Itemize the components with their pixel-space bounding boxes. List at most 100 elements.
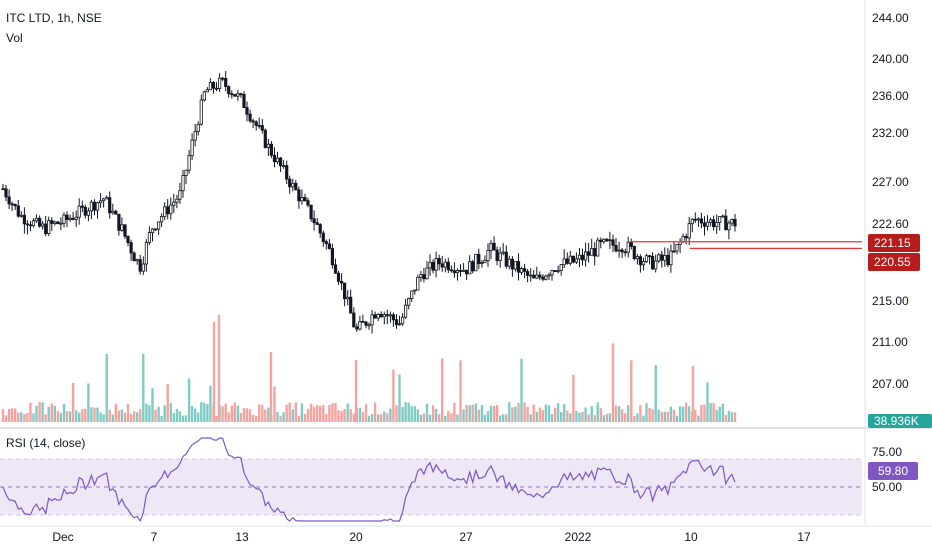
candle-body bbox=[47, 220, 51, 235]
volume-bar bbox=[566, 410, 569, 422]
volume-bar bbox=[236, 405, 240, 422]
volume-bar bbox=[99, 412, 102, 422]
volume-bar bbox=[190, 405, 194, 422]
candle-body bbox=[342, 282, 347, 300]
candle-body bbox=[648, 255, 652, 258]
volume-bar bbox=[630, 360, 633, 422]
rsi-legend[interactable]: RSI (14, close) bbox=[6, 436, 86, 450]
candle-body bbox=[92, 201, 97, 211]
candle-body bbox=[376, 313, 380, 319]
price-axis[interactable]: 244.00240.00236.00232.00227.00222.60219.… bbox=[868, 11, 932, 428]
price-tick-label: 232.00 bbox=[872, 126, 909, 140]
volume-bar bbox=[413, 406, 416, 422]
volume-bar bbox=[187, 378, 191, 422]
volume-bar bbox=[26, 413, 29, 422]
volume-bar bbox=[151, 388, 154, 422]
volume-bar bbox=[697, 415, 700, 422]
volume-bar bbox=[126, 403, 130, 422]
volume-bar bbox=[136, 412, 139, 422]
price-tick-label: 215.00 bbox=[872, 294, 909, 308]
candle-body bbox=[379, 313, 383, 318]
candle-body bbox=[440, 263, 444, 268]
volume-legend[interactable]: Vol bbox=[6, 31, 23, 45]
volume-bar bbox=[227, 412, 230, 422]
volume-bar bbox=[651, 409, 654, 422]
volume-bar bbox=[96, 407, 99, 422]
candle-body bbox=[193, 131, 197, 141]
volume-bar bbox=[65, 411, 69, 422]
volume-bar bbox=[7, 409, 11, 422]
candle-body bbox=[178, 190, 182, 200]
time-tick-label: Dec bbox=[52, 530, 73, 544]
candle-body bbox=[666, 254, 670, 266]
volume-bar bbox=[538, 407, 541, 422]
volume-bar bbox=[279, 415, 282, 422]
candle-body bbox=[202, 91, 206, 101]
candle-body bbox=[550, 270, 554, 276]
volume-bar bbox=[529, 414, 532, 422]
volume-bar bbox=[422, 413, 426, 422]
candle-body bbox=[599, 239, 603, 243]
price-tick-label: 227.00 bbox=[872, 175, 909, 189]
candle-body bbox=[617, 249, 621, 252]
volume-bar bbox=[438, 414, 441, 422]
candle-body bbox=[559, 264, 563, 272]
candle-body bbox=[324, 241, 328, 245]
candle-body bbox=[175, 198, 179, 203]
candle-body bbox=[660, 254, 664, 261]
volume-bar bbox=[377, 414, 380, 422]
volume-bar bbox=[718, 406, 721, 422]
volume-bar bbox=[203, 402, 206, 422]
volume-bar bbox=[352, 413, 355, 422]
candle-body bbox=[346, 296, 350, 300]
candle-body bbox=[144, 242, 148, 265]
candle-body bbox=[86, 210, 90, 216]
symbol-title[interactable]: ITC LTD, 1h, NSE bbox=[6, 11, 102, 25]
candle-body bbox=[352, 312, 356, 328]
rsi-axis[interactable]: 75.00 50.00 59.80 bbox=[868, 445, 918, 494]
volume-bar bbox=[489, 405, 493, 422]
price-tick-label: 211.00 bbox=[872, 335, 908, 349]
volume-bar bbox=[139, 409, 142, 422]
volume-bar bbox=[62, 403, 66, 422]
candle-body bbox=[425, 267, 429, 280]
candle-body bbox=[623, 251, 627, 254]
volume-bar bbox=[245, 408, 249, 422]
candle-body bbox=[571, 255, 576, 263]
candle-body bbox=[269, 143, 274, 156]
volume-bar bbox=[248, 409, 252, 422]
candle-body bbox=[434, 258, 438, 271]
candle-body bbox=[327, 243, 332, 250]
candle-body bbox=[538, 274, 542, 278]
volume-bar bbox=[462, 409, 465, 422]
price-tag bbox=[868, 234, 920, 252]
volume-bar bbox=[639, 405, 642, 422]
candle-body bbox=[504, 251, 508, 267]
volume-bar bbox=[569, 413, 572, 422]
candle-body bbox=[641, 261, 646, 266]
volume-tag bbox=[868, 414, 932, 428]
candle-body bbox=[230, 93, 234, 96]
candle-body bbox=[705, 221, 710, 227]
volume-bar bbox=[184, 415, 188, 422]
volume-bar bbox=[44, 414, 47, 422]
candle-body bbox=[611, 239, 615, 246]
candle-body bbox=[233, 94, 237, 97]
volume-bar bbox=[209, 385, 212, 422]
candle-body bbox=[657, 254, 661, 262]
time-axis[interactable]: Dec 7 13 20 27 2022 10 17 bbox=[52, 530, 811, 544]
candle-body bbox=[117, 213, 121, 231]
candle-body bbox=[385, 314, 389, 317]
volume-bar bbox=[563, 403, 566, 422]
candle-body bbox=[227, 86, 231, 95]
volume-bar bbox=[117, 410, 121, 422]
candle-body bbox=[602, 238, 606, 243]
candle-body bbox=[501, 251, 505, 254]
candle-body bbox=[382, 314, 386, 318]
volume-bar bbox=[81, 409, 84, 422]
candle-body bbox=[224, 78, 228, 88]
volume-bar bbox=[398, 374, 401, 422]
candle-body bbox=[44, 223, 48, 235]
